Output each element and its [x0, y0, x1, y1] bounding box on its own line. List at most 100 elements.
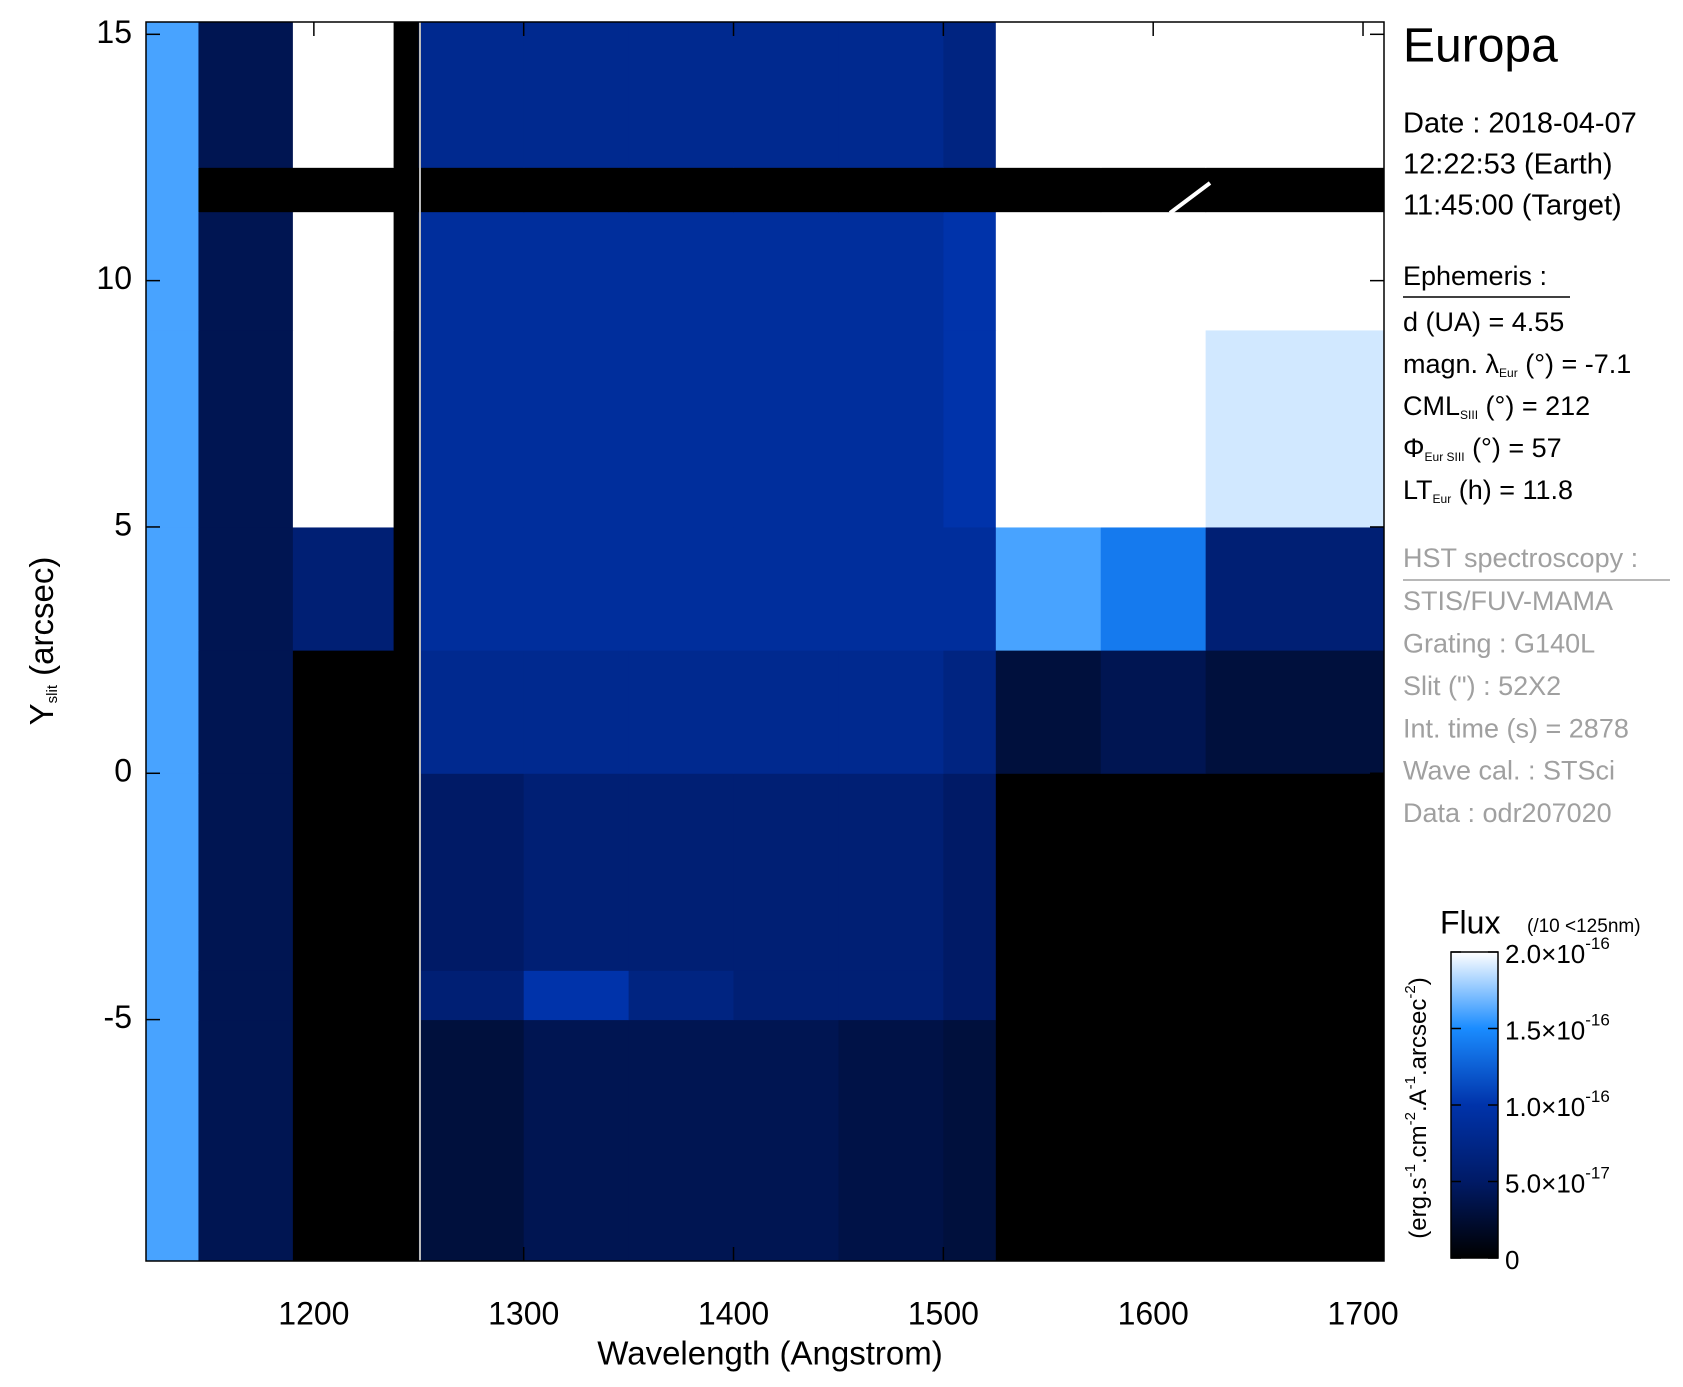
- heatmap-cell: [418, 773, 525, 971]
- heatmap-cell: [393, 22, 420, 168]
- date-line: Date : 2018-04-07: [1403, 108, 1637, 140]
- colorbar-label-sup: -1: [1402, 1076, 1419, 1089]
- heatmap-cell: [733, 22, 839, 168]
- ephemeris-text: d (UA) = 4.55: [1403, 307, 1564, 337]
- heatmap-cell: [146, 650, 199, 774]
- heatmap-cell: [1205, 970, 1385, 1021]
- heatmap-cell: [995, 650, 1102, 774]
- y-axis-title: Yslit (arcsec): [23, 557, 61, 726]
- heatmap-cell: [198, 650, 294, 774]
- colorbar-tick-exponent: -16: [1585, 1087, 1610, 1106]
- heatmap-cell: [523, 526, 630, 651]
- colorbar-label: (erg.s-1.cm-2.A-1.arcsec-2): [1402, 977, 1432, 1238]
- heatmap-cell: [523, 22, 630, 168]
- heatmap-cell: [198, 22, 294, 168]
- heatmap-cell: [733, 773, 839, 971]
- heatmap-cell: [146, 1019, 199, 1262]
- heatmap-cell: [393, 526, 420, 651]
- y-tick-label: -5: [104, 999, 132, 1035]
- ephemeris-rest: (h) = 11.8: [1451, 475, 1573, 505]
- y-tick-label: 5: [114, 506, 132, 542]
- y-tick-label: 10: [96, 260, 132, 296]
- heatmap-cell: [628, 211, 735, 331]
- plot-frame: [145, 21, 1385, 1262]
- x-tick-label: 1600: [1118, 1295, 1189, 1331]
- heatmap-cell: [943, 526, 997, 651]
- heatmap-cell: [995, 22, 1102, 168]
- heatmap-cell: [943, 167, 997, 213]
- heatmap-cell: [995, 329, 1102, 528]
- instrument-line: Grating : G140L: [1403, 629, 1595, 659]
- heatmap-cell: [198, 970, 294, 1021]
- y-title-text: Y: [23, 703, 60, 725]
- heatmap-cell: [146, 526, 199, 651]
- ephemeris-sub: Eur SIII: [1425, 450, 1465, 464]
- y-tick-label: 0: [114, 753, 132, 789]
- heatmap-cell: [628, 970, 735, 1021]
- heatmap-cell: [523, 650, 630, 774]
- colorbar-label-text: .arcsec: [1405, 999, 1432, 1076]
- colorbar-tick-label: 2.0×10-16: [1505, 934, 1610, 968]
- x-tick-label: 1500: [908, 1295, 979, 1331]
- ephemeris-item: LTEur (h) = 11.8: [1403, 475, 1573, 506]
- instrument-line: Wave cal. : STSci: [1403, 756, 1615, 786]
- heatmap-cell: [292, 773, 395, 971]
- heatmap-cell: [838, 329, 944, 528]
- heatmap-cell: [198, 167, 294, 213]
- heatmap-cell: [292, 970, 395, 1021]
- ephemeris-text: LT: [1403, 475, 1433, 505]
- ephemeris-rest: (°) = 212: [1478, 391, 1590, 421]
- heatmap-cell: [292, 329, 395, 528]
- colorbar-title: Flux: [1440, 904, 1500, 940]
- heatmap-cell: [393, 1019, 420, 1262]
- instrument-heading: HST spectroscopy :: [1403, 543, 1638, 573]
- heatmap-cell: [838, 970, 944, 1021]
- heatmap-cell: [838, 526, 944, 651]
- heatmap-cell: [393, 211, 420, 331]
- heatmap-cell: [943, 22, 997, 168]
- heatmap-cell: [146, 773, 199, 971]
- heatmap-cell: [146, 970, 199, 1021]
- ephemeris-sub: Eur: [1433, 492, 1452, 506]
- heatmap-cell: [198, 329, 294, 528]
- heatmap-cell: [995, 970, 1102, 1021]
- heatmap-cell: [995, 211, 1102, 331]
- colorbar-tick-label: 5.0×10-17: [1505, 1164, 1610, 1198]
- colorbar-tick-exponent: -17: [1585, 1164, 1610, 1183]
- heatmap-cell: [628, 167, 735, 213]
- ephemeris-sub: Eur: [1499, 366, 1518, 380]
- heatmap-cell: [1205, 211, 1385, 331]
- heatmap-cell: [838, 1019, 944, 1262]
- heatmap-cell: [1100, 970, 1207, 1021]
- ephemeris-rest: (°) = 57: [1465, 433, 1562, 463]
- heatmap-cell: [146, 329, 199, 528]
- heatmap-cell: [1205, 650, 1385, 774]
- heatmap-cell: [393, 167, 420, 213]
- heatmap-cell: [1100, 211, 1207, 331]
- colorbar-tick-exponent: -16: [1585, 1011, 1610, 1030]
- heatmap-cell: [1100, 329, 1207, 528]
- heatmap-cell: [523, 329, 630, 528]
- heatmap-cell: [733, 970, 839, 1021]
- colorbar-label-sup: -2: [1402, 1112, 1419, 1125]
- heatmap-cell: [943, 1019, 997, 1262]
- heatmap-cell: [943, 650, 997, 774]
- heatmap-cell: [995, 167, 1102, 213]
- y-title-rest: (arcsec): [23, 557, 60, 685]
- heatmap-cell: [418, 211, 525, 331]
- heatmap-cell: [995, 773, 1102, 971]
- heatmap-cell: [628, 329, 735, 528]
- ephemeris-item: magn. λEur (°) = -7.1: [1403, 349, 1631, 380]
- heatmap-cell: [418, 526, 525, 651]
- ephemeris-text: magn. λ: [1403, 349, 1500, 379]
- heatmap-cell: [838, 773, 944, 971]
- heatmap-cell: [733, 167, 839, 213]
- heatmap-cell: [733, 650, 839, 774]
- y-title-sub: slit: [44, 684, 61, 703]
- instrument-line: Slit (") : 52X2: [1403, 671, 1561, 701]
- heatmap-cell: [1100, 526, 1207, 651]
- date-line: 12:22:53 (Earth): [1403, 149, 1613, 181]
- colorbar-tick-mantissa: 1.5×10: [1505, 1015, 1585, 1045]
- heatmap-cell: [1100, 167, 1207, 213]
